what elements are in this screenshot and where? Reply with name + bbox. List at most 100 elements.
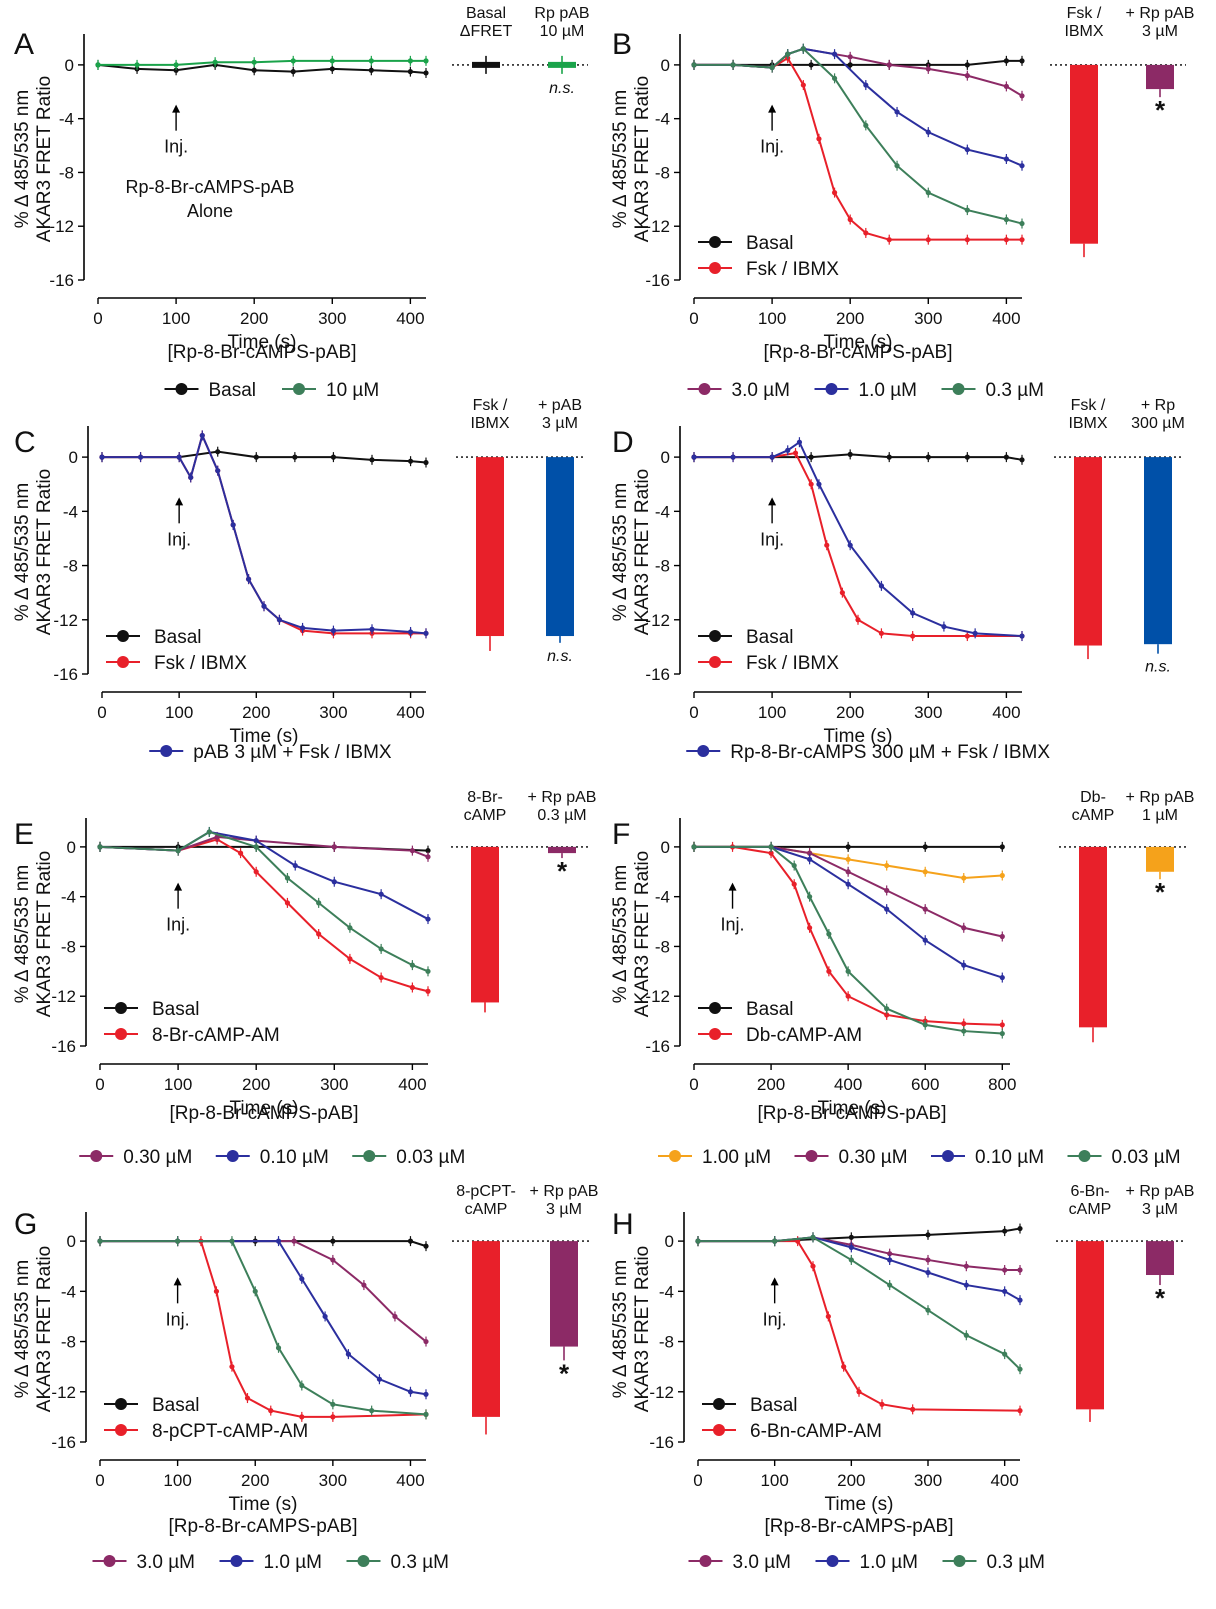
data-point: [691, 62, 697, 68]
arrow-head-icon: [175, 497, 184, 506]
bar: [1070, 64, 1098, 244]
legend-marker: [709, 1002, 721, 1014]
data-point: [999, 1022, 1005, 1028]
data-point: [884, 906, 890, 912]
data-point: [276, 617, 283, 623]
x-tick-label: 100: [162, 309, 190, 328]
legend-label: Fsk / IBMX: [746, 653, 839, 674]
concentration-title: [Rp-8-Br-cAMPS-pAB]: [170, 1103, 359, 1124]
y-tick-label: -8: [61, 937, 76, 956]
data-point: [291, 1238, 297, 1244]
legend-marker: [709, 1028, 721, 1040]
legend-marker: [825, 383, 838, 395]
bar: [550, 1241, 578, 1347]
data-point: [347, 925, 353, 931]
legend-marker: [293, 383, 305, 395]
series-line: [98, 59, 426, 66]
data-point: [423, 1411, 429, 1417]
x-tick-label: 100: [758, 703, 786, 722]
series-line: [100, 1240, 427, 1418]
x-tick-label: 200: [836, 703, 864, 722]
data-point: [768, 844, 774, 850]
x-tick-label: 200: [757, 1075, 785, 1094]
data-point: [972, 630, 978, 636]
data-point: [807, 894, 813, 900]
data-point: [807, 856, 813, 862]
data-point: [847, 542, 853, 548]
x-tick-label: 0: [689, 309, 698, 328]
data-point: [848, 1244, 854, 1250]
data-point: [331, 844, 337, 850]
data-point: [1019, 163, 1025, 169]
significance-star: *: [557, 856, 568, 886]
data-point: [329, 58, 335, 64]
legend-label: 3.0 µM: [137, 1552, 195, 1573]
legend-marker: [117, 656, 129, 668]
concentration-title: [Rp-8-Br-cAMPS-pAB]: [764, 342, 953, 363]
panel-b: B % Δ 485/535 nm AKAR3 FRET Ratio 0 -4 -8 -12 -…: [610, 5, 1194, 401]
bar-header: + Rp pAB: [1126, 1183, 1195, 1200]
x-tick-label: 400: [396, 309, 424, 328]
data-point: [1019, 633, 1025, 639]
bar: [546, 457, 574, 637]
panel-letter: C: [14, 426, 36, 459]
data-point: [810, 1234, 816, 1240]
series-line: [698, 1236, 1021, 1370]
data-point: [425, 916, 431, 922]
data-point: [423, 459, 429, 466]
y-tick-label: -12: [51, 987, 76, 1006]
data-point: [826, 931, 832, 937]
legend-label: Basal: [154, 627, 202, 648]
series-line: [698, 1227, 1021, 1243]
y-tick-label: -4: [659, 1282, 674, 1301]
legend-label: 8-pCPT-cAMP-AM: [152, 1421, 308, 1442]
data-point: [925, 66, 931, 72]
data-point: [425, 988, 431, 994]
series-line: [694, 451, 1022, 638]
data-point: [1017, 1408, 1023, 1414]
legend-marker: [826, 1555, 839, 1567]
x-tick-label: 400: [834, 1075, 862, 1094]
data-point: [807, 850, 813, 856]
data-point: [816, 136, 822, 142]
data-point: [769, 454, 775, 460]
data-point: [831, 75, 838, 81]
y-tick-label: -8: [59, 163, 74, 182]
x-tick-label: 100: [165, 703, 193, 722]
x-tick-label: 300: [914, 309, 942, 328]
data-point: [922, 869, 928, 875]
panel-letter: H: [612, 1208, 634, 1241]
data-point: [964, 633, 970, 639]
data-point: [173, 67, 179, 73]
data-point: [884, 887, 890, 894]
x-tick-label: 800: [988, 1075, 1016, 1094]
x-tick-label: 200: [241, 1471, 269, 1490]
x-tick-label: 0: [693, 1471, 702, 1490]
bar: [1076, 1241, 1104, 1410]
series-line: [694, 59, 1022, 66]
data-point: [407, 69, 413, 75]
data-point: [845, 993, 851, 999]
legend-marker: [713, 1424, 725, 1436]
data-point: [378, 946, 384, 952]
data-point: [810, 1263, 816, 1269]
data-point: [856, 1389, 862, 1395]
data-point: [331, 879, 337, 885]
data-point: [848, 1234, 854, 1240]
data-point: [284, 875, 291, 881]
y-tick-label: -8: [655, 163, 670, 182]
data-point: [999, 844, 1005, 850]
data-point: [964, 454, 970, 460]
data-point: [1019, 457, 1025, 463]
x-tick-label: 300: [318, 309, 346, 328]
legend-marker: [230, 1555, 243, 1567]
data-point: [879, 1401, 885, 1407]
data-point: [964, 207, 970, 213]
data-point: [769, 64, 775, 71]
data-point: [376, 1376, 383, 1382]
data-point: [407, 458, 414, 464]
data-point: [887, 1251, 893, 1257]
data-point: [691, 454, 697, 460]
legend-label: 0.10 µM: [260, 1147, 329, 1168]
